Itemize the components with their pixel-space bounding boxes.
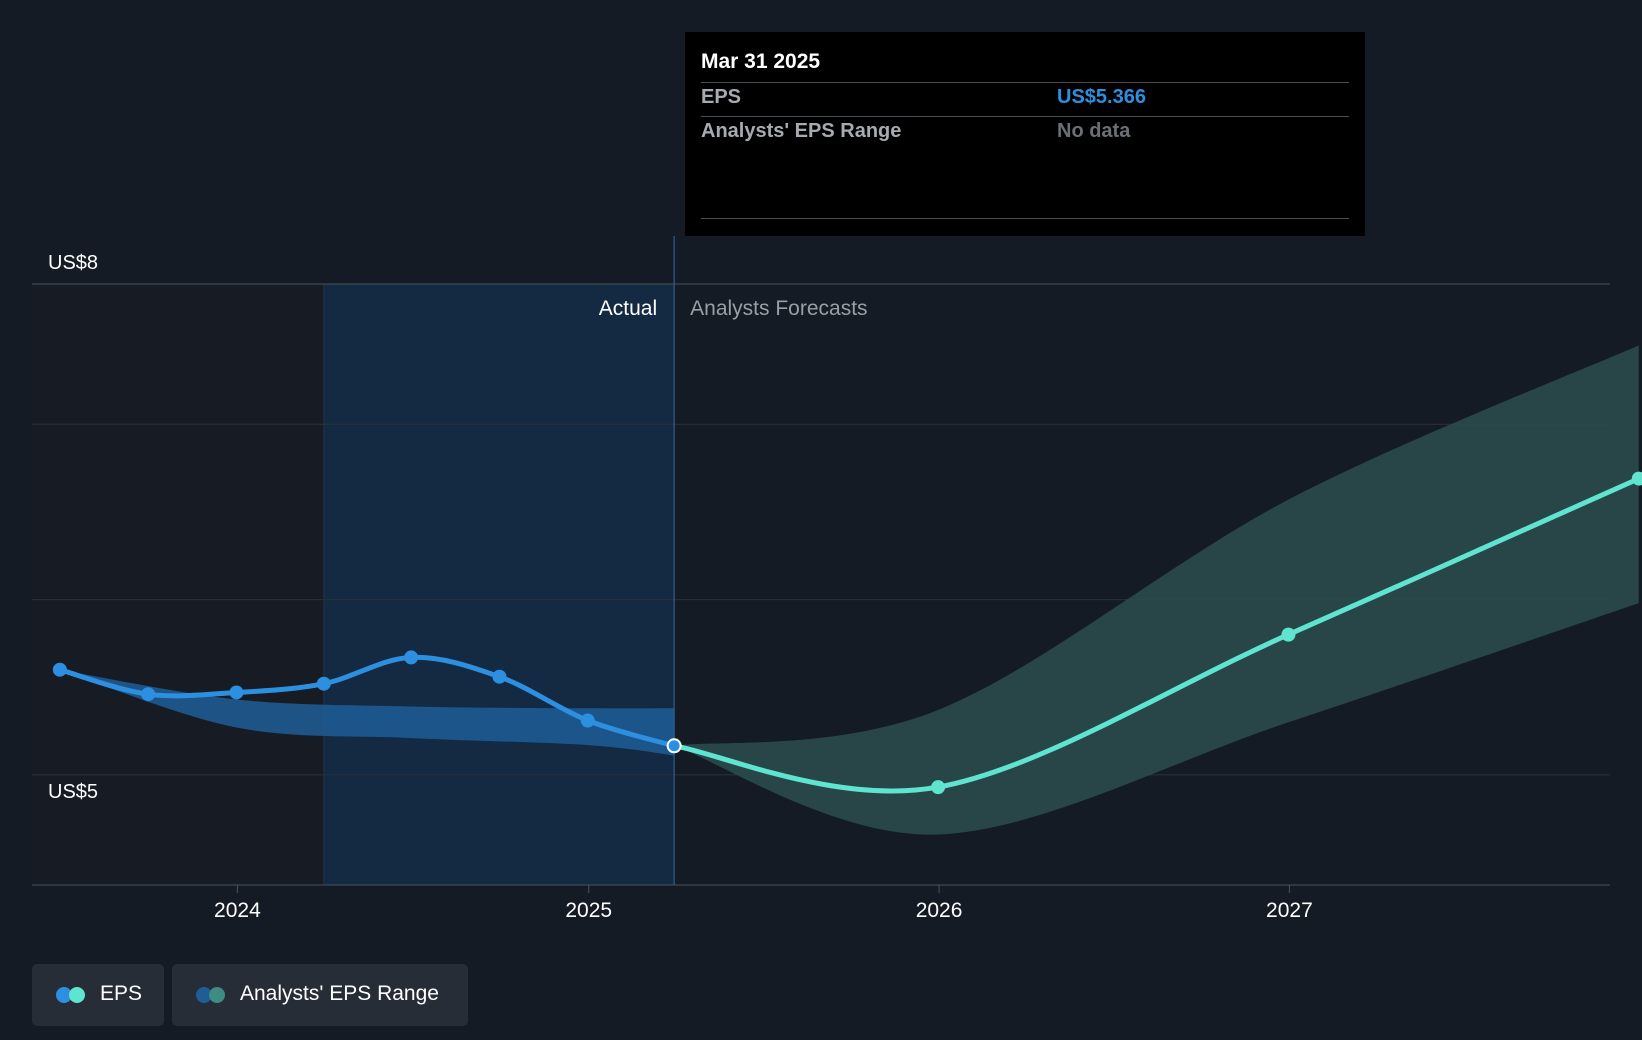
actual-data-point — [52, 662, 67, 677]
actual-data-point — [492, 669, 507, 684]
actual-label: Actual — [599, 297, 657, 320]
range-legend-icon — [196, 987, 226, 1003]
x-tick-label: 2026 — [916, 899, 963, 922]
forecast-eps-line — [671, 476, 1642, 794]
forecast-data-point — [1631, 471, 1642, 486]
forecast-data-point — [931, 780, 946, 795]
tooltip-divider — [701, 116, 1349, 117]
tooltip-divider — [701, 218, 1349, 219]
tooltip-eps-value: US$5.366 — [1057, 86, 1146, 108]
past-region — [32, 284, 324, 885]
forecast-range-band — [674, 345, 1639, 835]
legend-range-label: Analysts' EPS Range — [240, 982, 439, 1005]
tooltip-eps-label: EPS — [701, 86, 742, 108]
tooltip-range-value: No data — [1057, 120, 1131, 142]
y-tick-label: US$8 — [48, 252, 98, 274]
actual-data-point — [404, 650, 419, 665]
x-tick-label: 2027 — [1266, 899, 1313, 922]
actual-region — [323, 284, 675, 885]
actual-eps-line — [57, 654, 677, 749]
highlight-point-core — [668, 740, 680, 752]
tooltip: Mar 31 2025 EPS US$5.366 Analysts' EPS R… — [685, 32, 1365, 236]
legend-eps-label: EPS — [100, 982, 143, 1005]
eps-legend-icon — [56, 987, 86, 1003]
actual-range-band — [59, 669, 675, 756]
x-tick-label: 2024 — [214, 899, 261, 922]
legend-range[interactable]: Analysts' EPS Range — [172, 964, 468, 1026]
actual-data-point — [141, 687, 156, 702]
actual-data-point — [229, 685, 244, 700]
legend-eps[interactable]: EPS — [32, 964, 164, 1026]
y-tick-label: US$5 — [48, 781, 98, 803]
forecast-data-point — [1281, 627, 1296, 642]
actual-data-point — [580, 713, 595, 728]
tooltip-divider — [701, 82, 1349, 83]
forecast-label: Analysts Forecasts — [690, 297, 867, 320]
x-tick-label: 2025 — [565, 899, 612, 922]
tooltip-range-label: Analysts' EPS Range — [701, 120, 902, 142]
tooltip-date: Mar 31 2025 — [701, 50, 821, 73]
actual-data-point — [316, 676, 331, 691]
